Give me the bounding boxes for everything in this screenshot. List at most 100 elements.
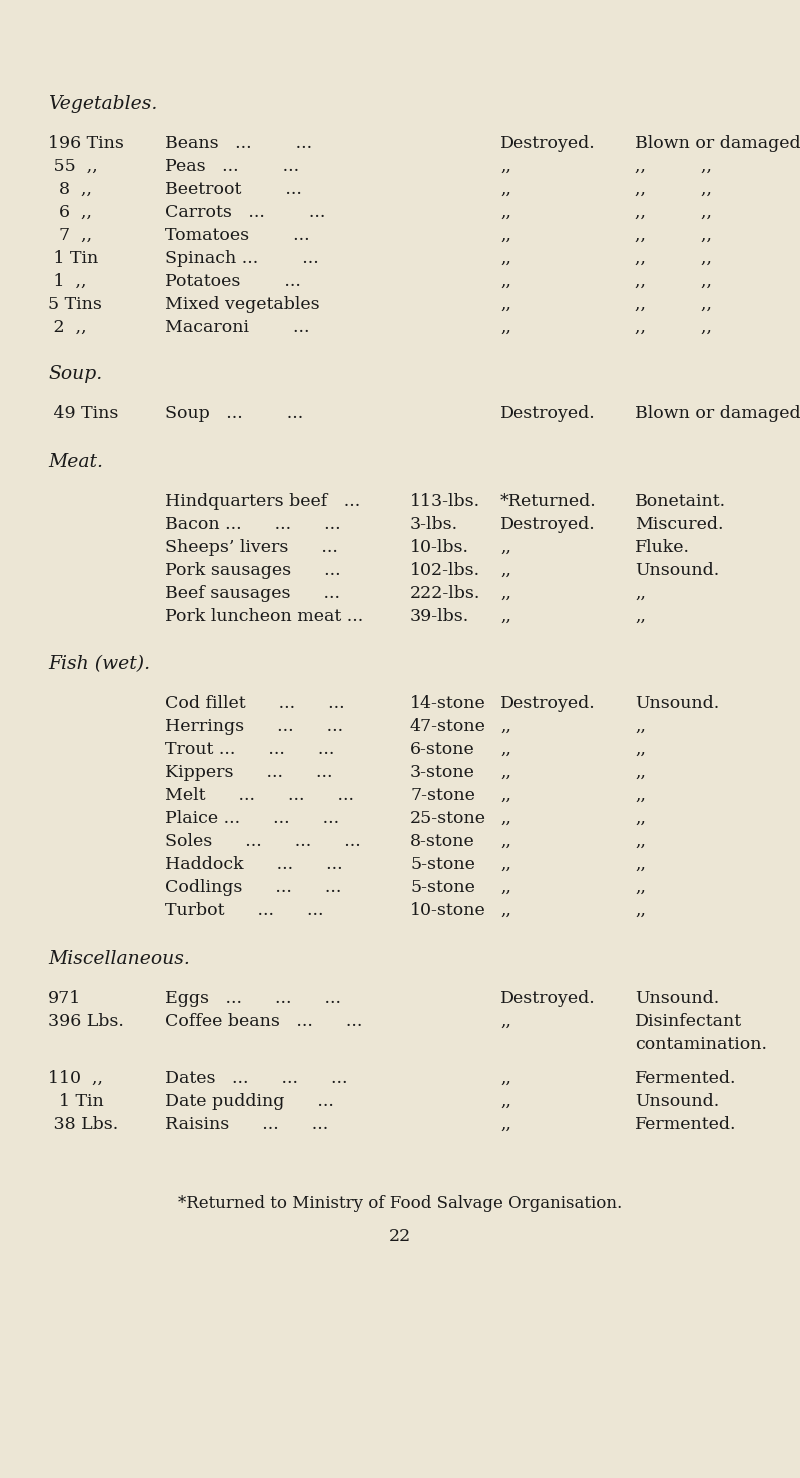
Text: 14-stone: 14-stone bbox=[410, 695, 486, 712]
Text: Destroyed.: Destroyed. bbox=[500, 134, 596, 152]
Text: 6-stone: 6-stone bbox=[410, 740, 474, 758]
Text: Destroyed.: Destroyed. bbox=[500, 990, 596, 1007]
Text: ,,: ,, bbox=[500, 764, 511, 780]
Text: *Returned to Ministry of Food Salvage Organisation.: *Returned to Ministry of Food Salvage Or… bbox=[178, 1196, 622, 1212]
Text: Vegetables.: Vegetables. bbox=[48, 95, 158, 112]
Text: ,,: ,, bbox=[500, 250, 511, 268]
Text: ,,: ,, bbox=[635, 607, 646, 625]
Text: Pork sausages      ...: Pork sausages ... bbox=[165, 562, 341, 579]
Text: ,,: ,, bbox=[635, 879, 646, 896]
Text: 25-stone: 25-stone bbox=[410, 810, 486, 828]
Text: Eggs   ...      ...      ...: Eggs ... ... ... bbox=[165, 990, 341, 1007]
Text: ,,: ,, bbox=[500, 204, 511, 222]
Text: ,,          ,,: ,, ,, bbox=[635, 180, 712, 198]
Text: Pork luncheon meat ...: Pork luncheon meat ... bbox=[165, 607, 363, 625]
Text: 396 Lbs.: 396 Lbs. bbox=[48, 1012, 124, 1030]
Text: Cod fillet      ...      ...: Cod fillet ... ... bbox=[165, 695, 345, 712]
Text: Soup   ...        ...: Soup ... ... bbox=[165, 405, 303, 423]
Text: 10-stone: 10-stone bbox=[410, 902, 486, 919]
Text: Plaice ...      ...      ...: Plaice ... ... ... bbox=[165, 810, 339, 828]
Text: Beef sausages      ...: Beef sausages ... bbox=[165, 585, 340, 602]
Text: ,,: ,, bbox=[635, 740, 646, 758]
Text: Herrings      ...      ...: Herrings ... ... bbox=[165, 718, 343, 735]
Text: 3-stone: 3-stone bbox=[410, 764, 475, 780]
Text: Kippers      ...      ...: Kippers ... ... bbox=[165, 764, 333, 780]
Text: ,,: ,, bbox=[500, 834, 511, 850]
Text: 6  ,,: 6 ,, bbox=[48, 204, 92, 222]
Text: ,,: ,, bbox=[500, 180, 511, 198]
Text: ,,: ,, bbox=[500, 718, 511, 735]
Text: ,,: ,, bbox=[635, 856, 646, 873]
Text: 10-lbs.: 10-lbs. bbox=[410, 539, 469, 556]
Text: Bonetaint.: Bonetaint. bbox=[635, 494, 726, 510]
Text: Trout ...      ...      ...: Trout ... ... ... bbox=[165, 740, 334, 758]
Text: Carrots   ...        ...: Carrots ... ... bbox=[165, 204, 326, 222]
Text: Disinfectant: Disinfectant bbox=[635, 1012, 742, 1030]
Text: ,,: ,, bbox=[635, 585, 646, 602]
Text: ,,: ,, bbox=[500, 607, 511, 625]
Text: Miscellaneous.: Miscellaneous. bbox=[48, 950, 190, 968]
Text: ,,: ,, bbox=[635, 764, 646, 780]
Text: ,,          ,,: ,, ,, bbox=[635, 250, 712, 268]
Text: 55  ,,: 55 ,, bbox=[48, 158, 98, 174]
Text: 8  ,,: 8 ,, bbox=[48, 180, 92, 198]
Text: 47-stone: 47-stone bbox=[410, 718, 486, 735]
Text: ,,: ,, bbox=[500, 902, 511, 919]
Text: *Returned.: *Returned. bbox=[500, 494, 597, 510]
Text: Melt      ...      ...      ...: Melt ... ... ... bbox=[165, 786, 354, 804]
Text: 110  ,,: 110 ,, bbox=[48, 1070, 103, 1086]
Text: ,,: ,, bbox=[500, 585, 511, 602]
Text: ,,: ,, bbox=[500, 1070, 511, 1086]
Text: Haddock      ...      ...: Haddock ... ... bbox=[165, 856, 342, 873]
Text: Destroyed.: Destroyed. bbox=[500, 405, 596, 423]
Text: Unsound.: Unsound. bbox=[635, 990, 719, 1007]
Text: Peas   ...        ...: Peas ... ... bbox=[165, 158, 299, 174]
Text: 7-stone: 7-stone bbox=[410, 786, 475, 804]
Text: Coffee beans   ...      ...: Coffee beans ... ... bbox=[165, 1012, 362, 1030]
Text: Fish (wet).: Fish (wet). bbox=[48, 655, 150, 672]
Text: 222-lbs.: 222-lbs. bbox=[410, 585, 480, 602]
Text: Codlings      ...      ...: Codlings ... ... bbox=[165, 879, 342, 896]
Text: ,,: ,, bbox=[500, 1012, 511, 1030]
Text: 113-lbs.: 113-lbs. bbox=[410, 494, 480, 510]
Text: ,,          ,,: ,, ,, bbox=[635, 204, 712, 222]
Text: 3-lbs.: 3-lbs. bbox=[410, 516, 458, 534]
Text: Blown or damaged.: Blown or damaged. bbox=[635, 405, 800, 423]
Text: Potatoes        ...: Potatoes ... bbox=[165, 273, 301, 290]
Text: ,,: ,, bbox=[500, 810, 511, 828]
Text: Miscured.: Miscured. bbox=[635, 516, 723, 534]
Text: ,,: ,, bbox=[500, 562, 511, 579]
Text: Date pudding      ...: Date pudding ... bbox=[165, 1094, 334, 1110]
Text: contamination.: contamination. bbox=[635, 1036, 767, 1052]
Text: 102-lbs.: 102-lbs. bbox=[410, 562, 480, 579]
Text: Fermented.: Fermented. bbox=[635, 1070, 737, 1086]
Text: Spinach ...        ...: Spinach ... ... bbox=[165, 250, 318, 268]
Text: 196 Tins: 196 Tins bbox=[48, 134, 124, 152]
Text: ,,: ,, bbox=[500, 879, 511, 896]
Text: Mixed vegetables: Mixed vegetables bbox=[165, 296, 320, 313]
Text: ,,: ,, bbox=[500, 1116, 511, 1134]
Text: 7  ,,: 7 ,, bbox=[48, 228, 92, 244]
Text: Fermented.: Fermented. bbox=[635, 1116, 737, 1134]
Text: Tomatoes        ...: Tomatoes ... bbox=[165, 228, 310, 244]
Text: Fluke.: Fluke. bbox=[635, 539, 690, 556]
Text: ,,          ,,: ,, ,, bbox=[635, 228, 712, 244]
Text: ,,: ,, bbox=[500, 228, 511, 244]
Text: Hindquarters beef   ...: Hindquarters beef ... bbox=[165, 494, 360, 510]
Text: Dates   ...      ...      ...: Dates ... ... ... bbox=[165, 1070, 347, 1086]
Text: Soles      ...      ...      ...: Soles ... ... ... bbox=[165, 834, 361, 850]
Text: Beans   ...        ...: Beans ... ... bbox=[165, 134, 312, 152]
Text: Soup.: Soup. bbox=[48, 365, 102, 383]
Text: ,,: ,, bbox=[635, 902, 646, 919]
Text: ,,: ,, bbox=[500, 296, 511, 313]
Text: ,,: ,, bbox=[500, 319, 511, 336]
Text: 2  ,,: 2 ,, bbox=[48, 319, 86, 336]
Text: Raisins      ...      ...: Raisins ... ... bbox=[165, 1116, 328, 1134]
Text: ,,: ,, bbox=[635, 786, 646, 804]
Text: ,,: ,, bbox=[500, 786, 511, 804]
Text: ,,: ,, bbox=[500, 740, 511, 758]
Text: Turbot      ...      ...: Turbot ... ... bbox=[165, 902, 323, 919]
Text: Destroyed.: Destroyed. bbox=[500, 695, 596, 712]
Text: 8-stone: 8-stone bbox=[410, 834, 474, 850]
Text: ,,: ,, bbox=[500, 273, 511, 290]
